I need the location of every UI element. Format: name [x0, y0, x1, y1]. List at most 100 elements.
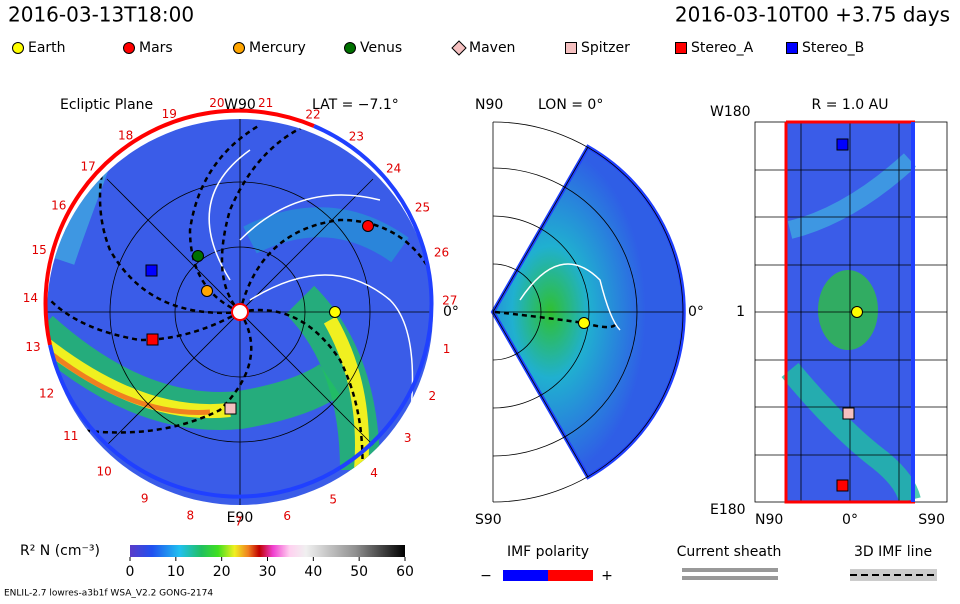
right-label: 0°: [443, 304, 459, 320]
legend-swatch: [451, 40, 467, 56]
legend-label: Mars: [139, 40, 173, 56]
sphere-panel: W180 R = 1.0 AU 1 E180 N90 0° S90: [710, 97, 948, 528]
panel-title: Ecliptic Plane: [60, 97, 153, 113]
colorbar-tick-label: 60: [396, 564, 414, 580]
colorbar: [130, 545, 405, 557]
rotation-label: 12: [39, 387, 54, 401]
rotation-label: 27: [442, 294, 457, 308]
bottom-label: E90: [227, 510, 254, 526]
imf-key-label: IMF polarity: [507, 544, 589, 560]
line-swatch-bg: [850, 569, 937, 581]
rotation-label: 16: [51, 198, 66, 212]
colorbar-tick-label: 20: [213, 564, 231, 580]
rotation-label: 26: [434, 245, 449, 259]
rotation-label: 20: [209, 96, 224, 110]
rotation-label: 14: [23, 291, 38, 305]
rotation-label: 15: [32, 243, 47, 257]
legend-swatch: [233, 42, 245, 54]
rim-negative: [43, 108, 315, 346]
x-mid-label: 0°: [842, 512, 858, 528]
top-label: W90: [224, 97, 256, 113]
rotation-label: 9: [141, 492, 149, 506]
rotation-label: 7: [235, 514, 243, 528]
run-time: 2016-03-10T00 +3.75 days: [675, 3, 950, 27]
right-label: 0°: [688, 304, 704, 320]
legend-swatch: [12, 42, 24, 54]
legend-swatch: [786, 42, 798, 54]
imf-lines: [49, 119, 432, 501]
legend-label: Mercury: [249, 40, 306, 56]
rotation-label: 3: [404, 431, 412, 445]
colorbar-tick-label: 0: [126, 564, 135, 580]
sheath-key-label: Current sheath: [677, 544, 782, 560]
ecliptic-panel: Ecliptic Plane W90 LAT = −7.1° E90 0°: [43, 97, 459, 526]
legend-label: Stereo_A: [691, 40, 754, 56]
colorbar-tick-label: 40: [304, 564, 322, 580]
rotation-label: 13: [25, 340, 40, 354]
legend-label: Earth: [28, 40, 66, 56]
legend-swatch: [344, 42, 356, 54]
colorbar-tick-label: 10: [167, 564, 185, 580]
colorbar-tick-label: 50: [350, 564, 368, 580]
bottom-label: E180: [710, 502, 746, 518]
stereo-a-marker: [836, 479, 849, 492]
imf-line: [494, 310, 616, 329]
rotation-label: 23: [349, 130, 364, 144]
earth-marker: [578, 317, 590, 329]
middle-label: 1: [736, 304, 745, 320]
x-left-label: N90: [755, 512, 783, 528]
x-right-label: S90: [918, 512, 945, 528]
density-feature: [818, 270, 878, 350]
spitzer-marker: [842, 407, 855, 420]
spitzer-marker: [224, 402, 237, 415]
legend-label: Venus: [360, 40, 402, 56]
venus-marker: [192, 250, 204, 262]
line-key-label: 3D IMF line: [854, 544, 932, 560]
rotation-label: 25: [415, 201, 430, 215]
footer: ENLIL-2.7 lowres-a3b1f WSA_V2.2 GONG-217…: [4, 589, 213, 599]
plus-label: +: [601, 568, 613, 584]
rotation-label: 10: [96, 465, 111, 479]
bottom-label: S90: [475, 512, 502, 528]
rotation-label: 22: [305, 108, 320, 122]
mercury-marker: [201, 285, 213, 297]
mars-marker: [362, 220, 374, 232]
meridional-panel: N90 LON = 0° S90 0°: [475, 97, 704, 528]
colorbar-label: R² N (cm⁻³): [20, 543, 100, 559]
rotation-label: 19: [162, 107, 177, 121]
minus-label: −: [480, 568, 492, 584]
contours: [208, 149, 414, 421]
sun: [231, 303, 249, 321]
rotation-label: 4: [370, 466, 378, 480]
rotation-label: 5: [329, 493, 337, 507]
imf-positive-swatch: [548, 570, 593, 581]
rotation-label: 24: [386, 161, 401, 175]
legend-label: Spitzer: [581, 40, 630, 56]
legend-label: Stereo_B: [802, 40, 864, 56]
rotation-label: 21: [258, 96, 273, 110]
rotation-label: 18: [118, 128, 133, 142]
contour: [519, 263, 621, 331]
earth-marker: [329, 306, 341, 318]
earth-marker: [851, 306, 863, 318]
legend-label: Maven: [469, 40, 515, 56]
top-label: W180: [710, 104, 751, 120]
sector-negative: [784, 120, 915, 504]
stereo-a-marker: [146, 333, 159, 346]
rim-positive: [48, 124, 434, 499]
rotation-label: 8: [187, 509, 195, 523]
colorbar-tick-label: 30: [259, 564, 277, 580]
imf-negative-swatch: [503, 570, 548, 581]
radius-label: R = 1.0 AU: [812, 97, 889, 113]
top-label: N90: [475, 97, 503, 113]
lon-label: LON = 0°: [538, 97, 603, 113]
rotation-label: 1: [443, 342, 451, 356]
legend-swatch: [675, 42, 687, 54]
rotation-label: 11: [63, 429, 78, 443]
rotation-label: 6: [283, 509, 291, 523]
lat-label: LAT = −7.1°: [312, 97, 399, 113]
rotation-label: 2: [429, 389, 437, 403]
stereo-b-marker: [836, 138, 849, 151]
meridional-grid: [492, 121, 684, 503]
legend-swatch: [565, 42, 577, 54]
